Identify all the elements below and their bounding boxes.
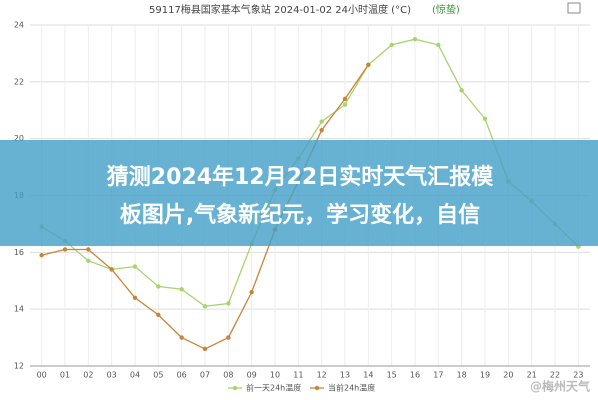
point (156, 312, 161, 318)
y-tick-label: 24 (14, 21, 24, 30)
x-tick-label: 13 (340, 371, 350, 380)
x-tick-label: 11 (293, 371, 303, 380)
x-tick-label: 18 (457, 371, 467, 380)
point (226, 301, 231, 306)
point (156, 284, 161, 289)
toolbar-icon[interactable] (567, 2, 581, 14)
point (202, 346, 208, 352)
point (412, 37, 418, 42)
point (132, 295, 138, 300)
x-tick-label: 05 (153, 371, 163, 380)
x-tick-label: 07 (200, 371, 210, 380)
watermark: @梅州天气 (530, 379, 590, 394)
y-tick-label: 12 (14, 362, 24, 371)
point (342, 102, 348, 107)
x-tick-label: 09 (247, 371, 257, 380)
point (202, 304, 208, 309)
point (109, 267, 114, 272)
banner-text: 板图片,气象新纪元，学习变化，自信 (120, 202, 480, 228)
point (366, 62, 371, 67)
x-tick-label: 20 (503, 371, 513, 380)
x-tick-label: 10 (270, 371, 280, 380)
legend-dot (232, 385, 238, 391)
x-tick-label: 04 (130, 371, 140, 380)
y-tick-label: 20 (14, 134, 24, 143)
point (226, 335, 231, 340)
point (319, 127, 324, 133)
x-tick-label: 02 (83, 371, 93, 380)
x-tick-label: 03 (107, 371, 117, 380)
x-tick-label: 14 (363, 371, 373, 380)
legend-dot (314, 385, 320, 391)
x-tick-label: 15 (387, 371, 397, 380)
point (132, 264, 138, 269)
y-tick-label: 22 (14, 77, 24, 86)
x-tick-label: 21 (527, 371, 537, 380)
banner-bg (0, 140, 598, 246)
legend-label: 前一天24h温度 (246, 383, 301, 393)
point (249, 289, 254, 295)
point (389, 42, 394, 48)
chart-title: 59117梅县国家基本气象站 2024-01-02 24小时温度 (°C) (149, 3, 411, 16)
x-tick-label: 08 (223, 371, 233, 380)
x-tick-label: 00 (37, 371, 47, 380)
x-tick-label: 23 (573, 371, 583, 380)
legend-label: 当前24h温度 (328, 383, 375, 393)
x-tick-label: 16 (410, 371, 420, 380)
banner-text: 猜测2024年12月22日实时天气汇报模 (106, 164, 494, 190)
x-tick-label: 22 (550, 371, 560, 380)
y-tick-label: 16 (14, 248, 24, 257)
point (319, 119, 324, 124)
chart-subtitle: (惊蛰) (432, 3, 460, 16)
point (482, 116, 488, 121)
y-tick-label: 14 (14, 305, 24, 314)
x-tick-label: 06 (177, 371, 187, 380)
x-tick-label: 12 (317, 371, 327, 380)
point (459, 88, 464, 93)
point (39, 252, 44, 258)
point (179, 287, 184, 292)
x-tick-label: 17 (433, 371, 443, 380)
point (62, 247, 68, 252)
point (86, 247, 91, 252)
point (179, 335, 184, 340)
point (436, 42, 441, 48)
x-tick-label: 19 (480, 371, 490, 380)
point (86, 258, 91, 264)
x-tick-label: 01 (60, 371, 70, 380)
point (342, 96, 348, 102)
